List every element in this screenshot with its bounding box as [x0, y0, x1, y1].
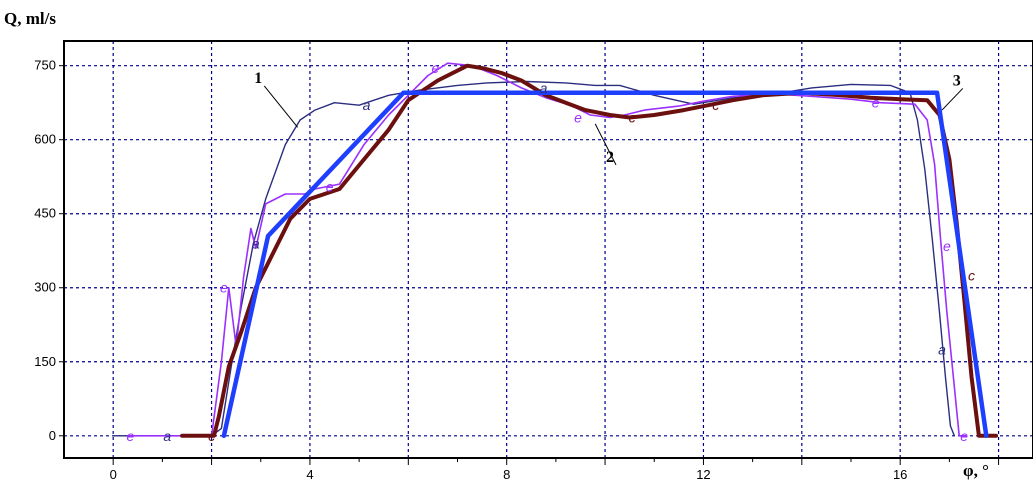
- series-marker-c: c: [968, 267, 975, 283]
- x-tick-label: 16: [893, 467, 907, 481]
- series-line-a: [112, 80, 955, 437]
- x-tick-label: 0: [110, 467, 117, 481]
- series-marker-a: a: [163, 428, 171, 444]
- series-marker-c: c: [208, 428, 215, 444]
- series-marker-c: c: [629, 109, 636, 125]
- y-axis-label: Q, ml/s: [4, 9, 56, 28]
- series-marker-e: e: [960, 428, 968, 444]
- curve-callouts: 1 2 3: [254, 70, 964, 166]
- x-tick-label: 12: [696, 467, 710, 481]
- series-line-e: [127, 62, 968, 437]
- series-lines: [112, 62, 999, 439]
- series-marker-a: a: [938, 341, 946, 357]
- callout-label-2: 2: [606, 149, 614, 166]
- series-marker-e: e: [943, 238, 951, 254]
- series-marker-a: a: [363, 97, 371, 113]
- y-tick-label: 0: [49, 428, 56, 443]
- x-tick-label: 4: [306, 467, 313, 481]
- series-line-3: [221, 90, 989, 439]
- series-marker-e: e: [127, 428, 135, 444]
- series-marker-e: e: [431, 60, 439, 76]
- x-axis-label: φ, °: [963, 461, 989, 480]
- series-markers: a a a a a c c c c e e e e e e e e: [127, 60, 976, 444]
- series-marker-a: a: [540, 80, 548, 96]
- series-marker-e: e: [574, 109, 582, 125]
- series-marker-e: e: [220, 280, 228, 296]
- plot-frame: [63, 40, 1033, 459]
- callout-leader-1: [263, 85, 299, 128]
- series-marker-c: c: [712, 97, 719, 113]
- callout-label-3: 3: [953, 72, 961, 89]
- callout-leader-2: [594, 123, 617, 166]
- series-marker-a: a: [252, 235, 260, 251]
- y-tick-label: 150: [34, 354, 56, 369]
- series-marker-e: e: [326, 179, 334, 195]
- y-tick-label: 450: [34, 206, 56, 221]
- callout-label-1: 1: [254, 70, 262, 87]
- series-marker-e: e: [872, 95, 880, 111]
- x-tick-label: 8: [503, 467, 510, 481]
- y-tick-label: 600: [34, 132, 56, 147]
- series-line-c: [180, 63, 999, 438]
- y-tick-label: 750: [34, 58, 56, 73]
- callout-leader-3: [941, 88, 964, 111]
- y-tick-label: 300: [34, 280, 56, 295]
